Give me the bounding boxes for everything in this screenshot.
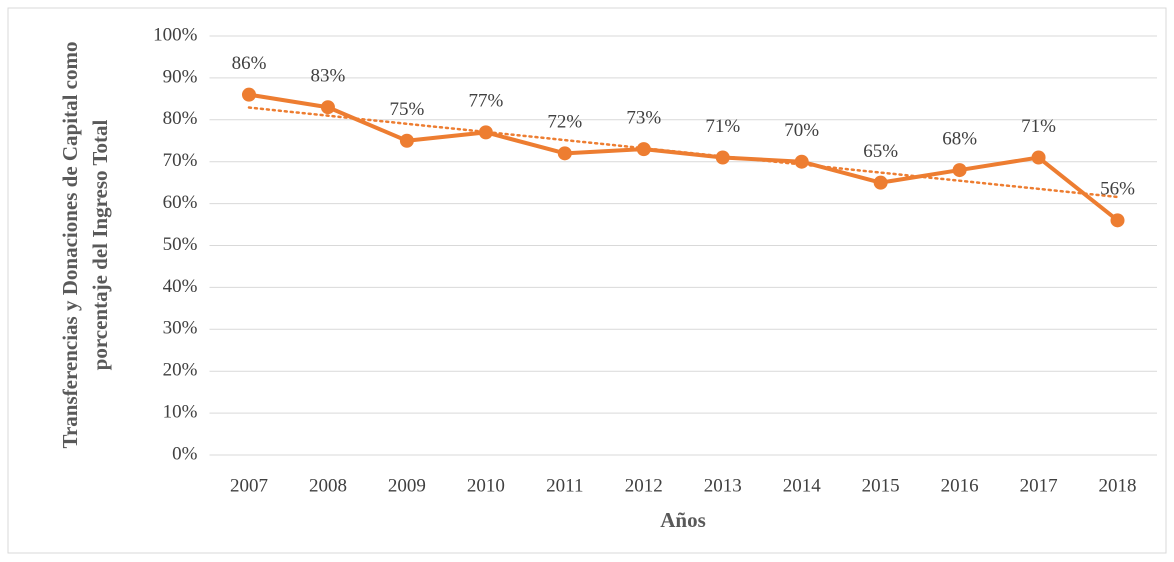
data-point [1031, 150, 1046, 165]
data-point [478, 125, 493, 140]
data-label: 56% [1100, 179, 1135, 200]
data-point [873, 175, 888, 190]
data-label: 77% [468, 91, 503, 112]
x-tick-label: 2013 [704, 475, 742, 496]
y-axis-title: Transferencias y Donaciones de Capital c… [58, 41, 112, 449]
data-point [399, 133, 414, 148]
y-tick-label: 80% [163, 108, 198, 129]
data-label: 68% [942, 128, 977, 149]
data-point [952, 163, 967, 178]
data-point [320, 100, 335, 115]
chart-frame [7, 7, 1167, 554]
x-tick-label: 2016 [941, 475, 979, 496]
x-tick-label: 2011 [546, 475, 583, 496]
data-label: 72% [547, 112, 582, 133]
y-tick-label: 50% [163, 234, 198, 255]
y-tick-label: 70% [163, 150, 198, 171]
x-tick-label: 2008 [309, 475, 347, 496]
data-label: 65% [863, 141, 898, 162]
x-tick-label: 2012 [625, 475, 663, 496]
y-tick-label: 30% [163, 318, 198, 339]
data-label: 71% [705, 116, 740, 137]
data-label: 83% [311, 66, 346, 87]
x-tick-label: 2017 [1020, 475, 1058, 496]
data-line [248, 92, 1119, 222]
y-tick-label: 20% [163, 360, 198, 381]
x-tick-label: 2007 [230, 475, 268, 496]
y-tick-label: 0% [172, 443, 198, 464]
x-tick-label: 2018 [1099, 475, 1137, 496]
y-tick-label: 100% [153, 24, 198, 45]
data-point [636, 142, 651, 157]
data-label: 86% [232, 53, 267, 74]
x-axis-title: Años [660, 508, 706, 532]
y-tick-label: 40% [163, 276, 198, 297]
x-tick-label: 2010 [467, 475, 505, 496]
y-tick-label: 60% [163, 192, 198, 213]
data-label: 70% [784, 120, 819, 141]
data-label: 71% [1021, 116, 1056, 137]
y-tick-label: 10% [163, 401, 198, 422]
data-point [557, 146, 572, 161]
y-tick-label: 90% [163, 66, 198, 87]
data-label: 73% [626, 107, 661, 128]
data-point [1110, 213, 1125, 228]
data-label: 75% [389, 99, 424, 120]
data-point [794, 154, 809, 169]
data-point [241, 87, 256, 102]
x-tick-label: 2015 [862, 475, 900, 496]
x-tick-label: 2014 [783, 475, 822, 496]
data-point [715, 150, 730, 165]
trendline [247, 106, 1119, 199]
x-tick-label: 2009 [388, 475, 426, 496]
